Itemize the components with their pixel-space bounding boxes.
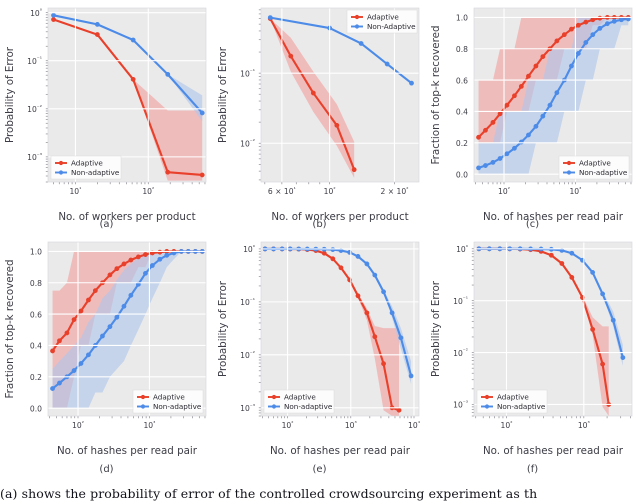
panel-label-c: (c) (525, 219, 540, 230)
svg-text:Non-adaptive: Non-adaptive (71, 168, 120, 177)
panel-label-b: (b) (312, 219, 327, 230)
svg-text:Non-adaptive: Non-adaptive (497, 402, 546, 411)
svg-text:Adaptive: Adaptive (284, 393, 316, 402)
x-axis-label: No. of workers per product (58, 211, 195, 223)
chart-panel-f: 10² 10³ 10⁰ 10⁻¹ 10⁻² 10⁻³ No. of hashes per r… (426, 234, 639, 466)
svg-text:10⁻¹: 10⁻¹ (240, 68, 255, 78)
y-axis-label: Fraction of top-k recovered (430, 25, 442, 164)
svg-text:1.0: 1.0 (456, 14, 468, 23)
svg-text:10³: 10³ (569, 186, 581, 196)
svg-text:10⁰: 10⁰ (30, 8, 43, 18)
svg-text:0.4: 0.4 (456, 108, 468, 117)
svg-text:1.0: 1.0 (30, 248, 42, 257)
svg-text:10³: 10³ (143, 420, 155, 430)
svg-text:0.0: 0.0 (456, 170, 468, 179)
svg-text:0.8: 0.8 (30, 279, 42, 288)
svg-text:10⁻¹: 10⁻¹ (240, 297, 255, 307)
chart-panel-b: 6 × 10¹ 10² 2 × 10² 10⁻¹ 10⁻² No. of workers … (213, 0, 426, 232)
svg-text:Non-Adaptive: Non-Adaptive (367, 22, 416, 31)
x-axis-label: No. of hashes per read pair (483, 445, 624, 457)
svg-text:10²: 10² (142, 186, 154, 196)
svg-text:10⁰: 10⁰ (456, 244, 469, 254)
y-axis-label: Probability of Error (217, 280, 229, 377)
svg-text:0.6: 0.6 (30, 310, 42, 319)
svg-text:10²: 10² (501, 420, 513, 430)
svg-text:2 × 10²: 2 × 10² (380, 186, 408, 196)
panel-label-d: (d) (99, 464, 114, 475)
svg-text:10⁻²: 10⁻² (240, 350, 255, 360)
svg-text:10³: 10³ (578, 420, 590, 430)
svg-text:0.4: 0.4 (30, 342, 42, 351)
svg-text:Non-adaptive: Non-adaptive (579, 168, 628, 177)
svg-text:Non-adaptive: Non-adaptive (153, 402, 202, 411)
panel-label-a: (a) (99, 219, 114, 230)
svg-text:Adaptive: Adaptive (579, 159, 611, 168)
chart-panel-d: 10² 10³ 0.0 0.2 0.4 0.6 0.8 1.0 No. of hashes pe… (0, 234, 213, 466)
svg-text:10⁻¹: 10⁻¹ (27, 56, 42, 66)
svg-text:Adaptive: Adaptive (497, 393, 529, 402)
svg-text:Adaptive: Adaptive (71, 159, 103, 168)
svg-text:10⁻³: 10⁻³ (27, 152, 42, 162)
svg-text:Non-adaptive: Non-adaptive (284, 402, 333, 411)
svg-text:10²: 10² (498, 186, 510, 196)
chart-panel-c: 10² 10³ 0.0 0.2 0.4 0.6 0.8 1.0 No. of hashes pe… (426, 0, 639, 232)
svg-text:10²: 10² (72, 420, 84, 430)
svg-text:6 × 10¹: 6 × 10¹ (268, 186, 296, 196)
svg-text:10³: 10³ (345, 420, 357, 430)
y-axis-label: Probability of Error (217, 46, 229, 143)
x-axis-label: No. of hashes per read pair (483, 211, 624, 223)
svg-text:0.0: 0.0 (30, 404, 42, 413)
svg-text:10⁻²: 10⁻² (240, 138, 255, 148)
svg-text:10⁻³: 10⁻³ (240, 403, 255, 413)
chart-panel-a: 10¹ 10² 10⁰ 10⁻¹ 10⁻² 10⁻³ No. of workers per … (0, 0, 213, 232)
panel-label-f: (f) (526, 464, 539, 475)
svg-text:10⁻²: 10⁻² (453, 348, 468, 358)
y-axis-label: Fraction of top-k recovered (4, 259, 16, 398)
svg-text:10¹: 10¹ (69, 186, 81, 196)
svg-text:Adaptive: Adaptive (153, 393, 185, 402)
x-axis-label: No. of hashes per read pair (270, 445, 411, 457)
svg-text:10⁰: 10⁰ (243, 244, 256, 254)
svg-text:0.2: 0.2 (456, 139, 468, 148)
panel-label-e: (e) (312, 464, 327, 475)
y-axis-label: Probability of Error (4, 46, 16, 143)
chart-panel-e: 10² 10³ 10⁴ 10⁰ 10⁻¹ 10⁻² 10⁻³ No. of hashes pe… (213, 234, 426, 466)
svg-text:0.8: 0.8 (456, 45, 468, 54)
svg-text:Adaptive: Adaptive (367, 13, 399, 22)
svg-text:0.6: 0.6 (456, 76, 468, 85)
y-axis-label: Probability of Error (430, 280, 442, 377)
figure-caption: (a) shows the probability of error of th… (0, 486, 538, 501)
x-axis-label: No. of workers per product (271, 211, 408, 223)
svg-text:10²: 10² (324, 186, 336, 196)
svg-text:0.2: 0.2 (30, 373, 42, 382)
svg-text:10⁻²: 10⁻² (27, 104, 42, 114)
svg-text:10⁴: 10⁴ (408, 420, 421, 430)
svg-text:10²: 10² (282, 420, 294, 430)
x-axis-label: No. of hashes per read pair (57, 445, 198, 457)
svg-text:10⁻³: 10⁻³ (453, 399, 468, 409)
svg-text:10⁻¹: 10⁻¹ (453, 296, 468, 306)
